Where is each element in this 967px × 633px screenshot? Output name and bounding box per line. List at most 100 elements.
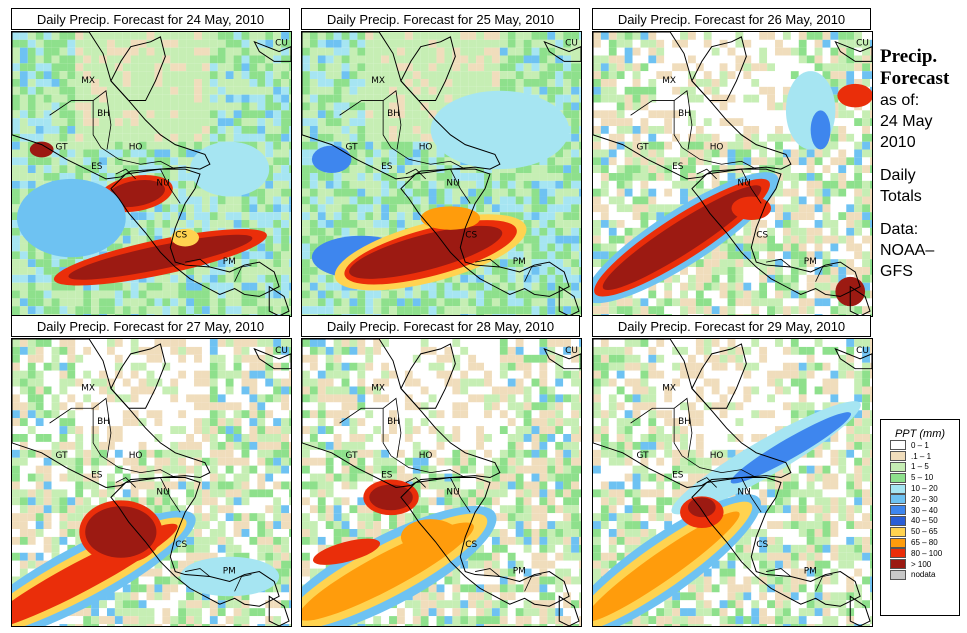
country-label: GT xyxy=(56,451,69,461)
country-labels: MX GT BH HO ES NU CS PM CU xyxy=(56,346,288,577)
country-label: ES xyxy=(91,162,103,172)
rain-cells xyxy=(12,500,280,626)
country-label: MX xyxy=(81,383,95,393)
country-label: PM xyxy=(513,257,526,267)
country-labels: MX GT BH HO ES NU CS PM CU xyxy=(637,346,869,577)
country-label: GT xyxy=(56,143,69,153)
country-label: NU xyxy=(737,179,750,189)
panel-title: Daily Precip. Forecast for 29 May, 2010 xyxy=(592,315,871,337)
daily-line1: Daily xyxy=(880,167,916,184)
legend-label: 30 – 40 xyxy=(911,505,938,515)
rain-cell xyxy=(349,225,503,279)
map-canvas: MX GT BH HO ES NU CS PM CU xyxy=(302,32,581,316)
panel-title: Daily Precip. Forecast for 25 May, 2010 xyxy=(301,8,580,30)
country-label: NU xyxy=(156,179,169,189)
rain-cell xyxy=(430,90,570,170)
panel-title: Daily Precip. Forecast for 28 May, 2010 xyxy=(301,315,580,337)
legend-label: 5 – 10 xyxy=(911,473,934,483)
rain-cells xyxy=(311,90,570,291)
map-canvas: MX GT BH HO ES NU CS PM CU xyxy=(593,339,872,626)
legend-swatch xyxy=(890,526,906,537)
legend-item: 30 – 40 xyxy=(890,505,959,516)
country-borders xyxy=(339,90,542,282)
country-label: BH xyxy=(387,417,400,427)
precip-map[interactable]: MX GT BH HO ES NU CS PM CU xyxy=(592,338,873,627)
precip-map[interactable]: MX GT BH HO ES NU CS PM CU xyxy=(11,338,292,627)
legend-swatch xyxy=(890,494,906,505)
rain-cells xyxy=(16,141,270,286)
daily-line2: Totals xyxy=(880,188,922,205)
country-label: CS xyxy=(175,540,187,550)
rain-cell xyxy=(171,228,199,247)
country-label: NU xyxy=(156,487,169,497)
asof-line1: as of: xyxy=(880,92,920,109)
rain-cell xyxy=(106,180,165,208)
precip-map[interactable]: MX GT BH HO ES NU CS PM CU xyxy=(301,31,582,317)
country-label: BH xyxy=(97,109,110,119)
legend-item: 20 – 30 xyxy=(890,494,959,505)
country-label: MX xyxy=(662,76,676,86)
legend-label: 1 – 5 xyxy=(911,462,929,472)
legend-swatch xyxy=(890,451,906,462)
legend-item: 10 – 20 xyxy=(890,483,959,494)
legend-swatch xyxy=(890,537,906,548)
country-label: PM xyxy=(804,567,817,577)
precip-map[interactable]: MX GT BH HO ES NU CS PM CU xyxy=(592,31,873,317)
country-label: CS xyxy=(465,540,477,550)
legend-label: 65 – 80 xyxy=(911,538,938,548)
country-borders xyxy=(339,397,542,592)
legend-label: 10 – 20 xyxy=(911,484,938,494)
country-label: ES xyxy=(381,471,393,481)
legend-swatch xyxy=(890,559,906,570)
sidebar-info: Precip. Forecast as of: 24 May 2010 Dail… xyxy=(880,46,966,282)
precip-map[interactable]: MX GT BH HO ES NU CS PM CU xyxy=(301,338,582,627)
legend-label: nodata xyxy=(911,570,936,580)
legend-item: 50 – 65 xyxy=(890,526,959,537)
country-label: PM xyxy=(223,567,236,577)
rain-cells xyxy=(593,71,872,307)
rain-cell xyxy=(730,412,852,484)
country-labels: MX GT BH HO ES NU CS PM CU xyxy=(346,346,578,577)
map-canvas: MX GT BH HO ES NU CS PM CU xyxy=(302,339,581,626)
panel-title: Daily Precip. Forecast for 26 May, 2010 xyxy=(592,8,871,30)
country-label: HO xyxy=(710,451,724,461)
legend-label: > 100 xyxy=(911,559,932,569)
country-label: ES xyxy=(91,471,103,481)
country-label: BH xyxy=(678,417,691,427)
country-labels: MX GT BH HO ES NU CS PM CU xyxy=(346,39,578,267)
country-label: CU xyxy=(856,346,869,356)
legend-swatch xyxy=(890,440,906,451)
country-label: CU xyxy=(275,346,288,356)
legend-label: 0 – 1 xyxy=(911,440,929,450)
country-label: CS xyxy=(756,231,768,241)
country-label: MX xyxy=(371,383,385,393)
country-label: CS xyxy=(465,231,477,241)
legend-title: PPT (mm) xyxy=(894,428,946,440)
country-label: HO xyxy=(710,143,724,153)
rain-cell xyxy=(810,110,831,150)
legend-label: .1 – 1 xyxy=(911,451,932,461)
legend-item: 40 – 50 xyxy=(890,515,959,527)
country-label: ES xyxy=(381,162,393,172)
country-label: HO xyxy=(129,143,143,153)
coastlines xyxy=(302,339,581,626)
coastlines xyxy=(12,339,291,626)
rain-cell xyxy=(180,556,280,597)
map-canvas: MX GT BH HO ES NU CS PM CU xyxy=(12,339,291,626)
country-label: NU xyxy=(446,179,459,189)
precip-map[interactable]: MX GT BH HO ES NU CS PM CU xyxy=(11,31,292,317)
map-canvas: MX GT BH HO ES NU CS PM CU xyxy=(593,32,872,316)
country-label: GT xyxy=(346,451,359,461)
legend-item: 5 – 10 xyxy=(890,472,959,483)
legend-swatch xyxy=(890,515,906,526)
coastlines xyxy=(593,32,872,316)
country-labels: MX GT BH HO ES NU CS PM CU xyxy=(637,39,869,267)
rain-cell xyxy=(602,185,762,291)
country-label: GT xyxy=(637,451,650,461)
rain-cell xyxy=(312,538,381,565)
coastlines xyxy=(593,339,872,626)
country-label: NU xyxy=(446,487,459,497)
rain-cells xyxy=(593,401,861,626)
rain-cell xyxy=(190,141,270,197)
rain-cell xyxy=(68,234,253,280)
